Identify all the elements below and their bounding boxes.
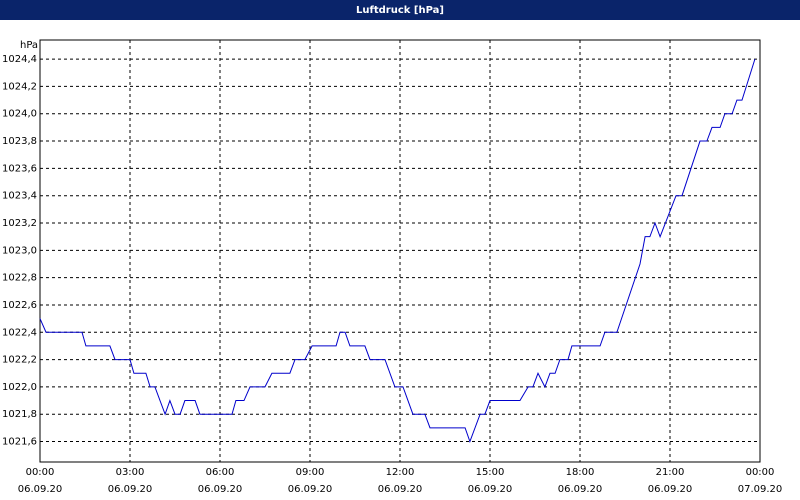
x-tick-label: 12:00: [386, 467, 415, 478]
y-tick-label: 1024,0: [2, 109, 37, 120]
y-tick-label: 1021,6: [2, 437, 37, 448]
x-tick-date: 06.09.20: [198, 484, 243, 495]
x-tick-label: 06:00: [206, 467, 235, 478]
x-tick-date: 06.09.20: [18, 484, 63, 495]
x-tick-date: 06.09.20: [288, 484, 333, 495]
y-tick-label: 1021,8: [2, 409, 37, 420]
y-tick-label: 1022,8: [2, 273, 37, 284]
y-tick-label: 1022,2: [2, 355, 37, 366]
title-bar: [0, 0, 800, 20]
y-tick-label: 1023,2: [2, 218, 37, 229]
x-tick-label: 09:00: [296, 467, 325, 478]
x-tick-date: 06.09.20: [648, 484, 693, 495]
x-tick-date: 07.09.20: [738, 484, 783, 495]
y-tick-label: 1023,6: [2, 163, 37, 174]
x-tick-label: 21:00: [656, 467, 685, 478]
x-tick-label: 00:00: [746, 467, 775, 478]
x-tick-date: 06.09.20: [108, 484, 153, 495]
data-line: [39, 58, 756, 443]
chart-title: Luftdruck [hPa]: [356, 5, 444, 16]
x-tick-label: 18:00: [566, 467, 595, 478]
y-tick-label: 1024,4: [2, 54, 37, 65]
y-tick-label: 1023,0: [2, 245, 37, 256]
x-tick-date: 06.09.20: [468, 484, 513, 495]
y-unit: hPa: [20, 40, 38, 51]
y-tick-label: 1023,4: [2, 191, 37, 202]
x-tick-label: 15:00: [476, 467, 505, 478]
y-tick-label: 1022,4: [2, 327, 37, 338]
x-tick-date: 06.09.20: [378, 484, 423, 495]
y-tick-label: 1022,0: [2, 382, 37, 393]
y-tick-label: 1022,6: [2, 300, 37, 311]
x-tick-label: 03:00: [116, 467, 145, 478]
y-tick-label: 1023,8: [2, 136, 37, 147]
y-tick-label: 1024,2: [2, 81, 37, 92]
x-tick-date: 06.09.20: [558, 484, 603, 495]
x-tick-label: 00:00: [26, 467, 55, 478]
